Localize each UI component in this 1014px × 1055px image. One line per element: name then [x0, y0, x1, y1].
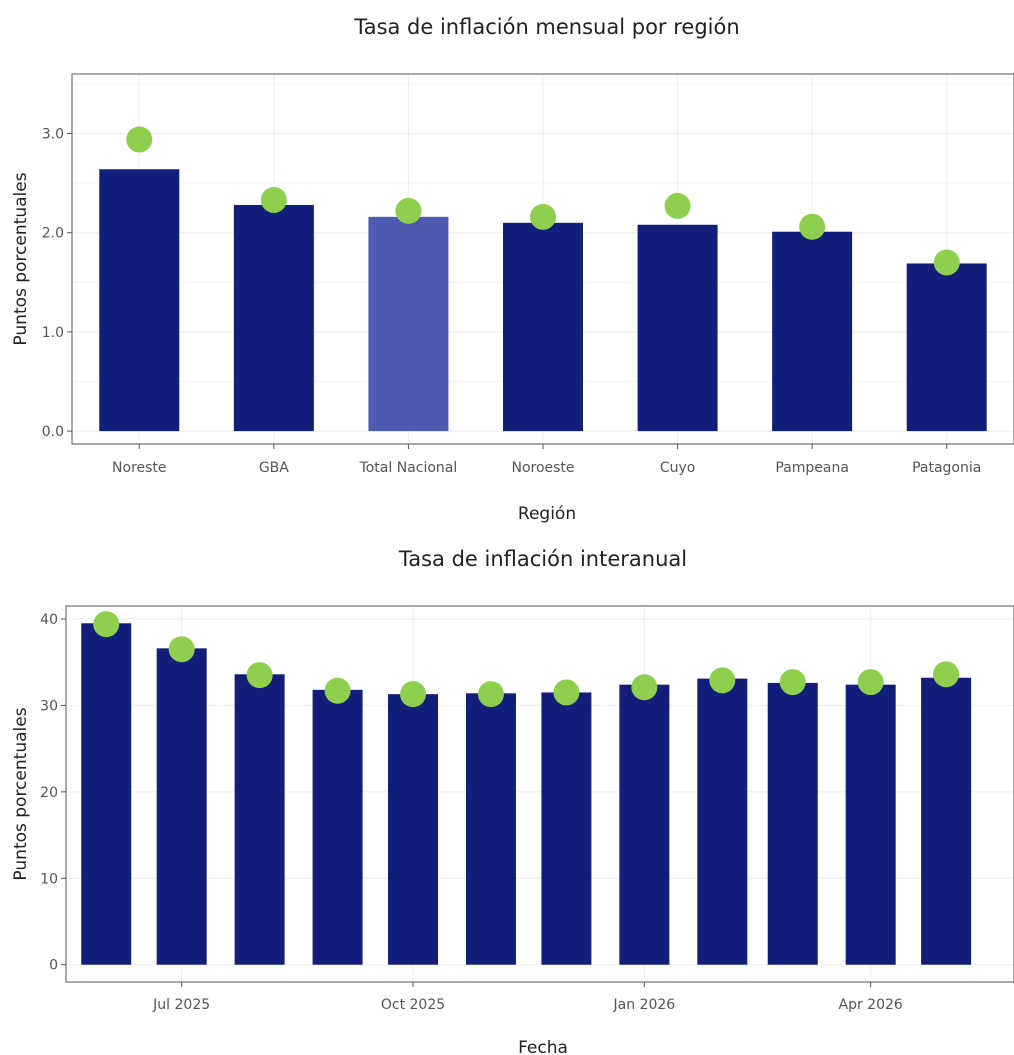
chart2-bar — [156, 648, 207, 965]
chart1-x-tick-label: GBA — [259, 460, 289, 476]
chart2-y-tick-label: 10 — [40, 871, 58, 887]
chart1-bar — [906, 263, 987, 432]
chart1-y-tick-label: 0.0 — [42, 424, 64, 440]
chart2-y-tick-label: 40 — [40, 612, 58, 628]
chart1-point — [395, 197, 422, 224]
chart2-bar — [234, 674, 285, 965]
chart2-title: Tasa de inflación interanual — [398, 547, 687, 571]
chart2-bar — [465, 693, 516, 965]
yearly-inflation-chart: Tasa de inflación interanual 0 10 20 30 40 J… — [11, 547, 1014, 1055]
chart2-point — [477, 681, 504, 708]
chart1-point — [664, 192, 691, 219]
chart2-point — [631, 674, 658, 701]
chart2-bar — [619, 684, 670, 965]
chart1-point — [530, 203, 556, 230]
chart2-point — [709, 667, 736, 694]
chart1-point — [126, 126, 153, 153]
chart1-x-tick-label: Patagonia — [912, 460, 981, 476]
monthly-inflation-chart: Tasa de inflación mensual por región 0.0… — [11, 15, 1014, 524]
chart1-title: Tasa de inflación mensual por región — [353, 15, 739, 39]
chart2-y-tick-label: 20 — [40, 785, 58, 801]
chart2-bar — [697, 678, 748, 965]
chart2-points — [93, 611, 960, 708]
chart1-x-axis-title: Región — [518, 504, 576, 524]
chart2-point — [93, 611, 120, 638]
chart2-point — [400, 681, 427, 708]
chart1-y-ticks: 0.0 1.0 2.0 3.0 — [42, 127, 72, 440]
chart2-bar — [845, 684, 896, 965]
chart1-y-tick-label: 3.0 — [42, 127, 64, 143]
chart1-x-ticks: Noreste GBA Total Nacional Noroeste Cuyo Pamp… — [112, 444, 981, 476]
chart1-x-tick-label: Noreste — [112, 460, 167, 476]
chart2-point — [779, 669, 806, 696]
chart2-bar — [541, 692, 592, 965]
chart1-bar — [368, 216, 449, 432]
chart2-point — [168, 636, 195, 663]
chart2-y-tick-label: 0 — [49, 958, 58, 974]
chart2-point — [246, 662, 273, 689]
chart2-point — [553, 679, 580, 706]
chart1-bar — [233, 204, 314, 432]
chart2-bar — [81, 623, 132, 965]
chart1-point — [933, 249, 960, 276]
chart2-point — [933, 661, 960, 688]
chart2-x-tick-label: Jan 2026 — [613, 997, 676, 1013]
chart1-bar — [503, 222, 583, 432]
chart1-x-tick-label: Noroeste — [511, 460, 574, 476]
chart1-bars — [99, 169, 987, 432]
chart2-y-ticks: 0 10 20 30 40 — [40, 612, 66, 974]
chart2-x-ticks: Jul 2025 Oct 2025 Jan 2026 Apr 2026 — [152, 982, 903, 1013]
chart1-x-tick-label: Pampeana — [775, 460, 849, 476]
chart2-x-tick-label: Oct 2025 — [381, 997, 445, 1013]
chart1-x-tick-label: Total Nacional — [359, 460, 458, 476]
chart2-bar — [767, 682, 818, 965]
chart1-y-tick-label: 2.0 — [42, 226, 64, 242]
chart2-bar — [312, 689, 363, 965]
chart1-y-tick-label: 1.0 — [42, 325, 64, 341]
chart2-y-tick-label: 30 — [40, 698, 58, 714]
chart2-point — [324, 677, 351, 704]
chart2-bar — [388, 694, 439, 965]
chart1-y-axis-title: Puntos porcentuales — [11, 172, 31, 345]
chart2-x-tick-label: Apr 2026 — [839, 997, 903, 1013]
chart1-bar — [99, 169, 180, 432]
chart2-x-tick-label: Jul 2025 — [152, 997, 210, 1013]
chart2-point — [857, 669, 884, 696]
chart1-bar — [637, 224, 718, 432]
chart1-points — [126, 126, 960, 276]
chart2-bar — [921, 677, 972, 965]
chart1-bar — [772, 231, 853, 432]
chart2-bars — [81, 623, 972, 965]
chart1-x-tick-label: Cuyo — [660, 460, 696, 476]
chart2-plot-frame — [65, 605, 1014, 983]
chart1-point — [260, 186, 287, 213]
chart2-x-axis-title: Fecha — [518, 1038, 568, 1055]
chart1-point — [799, 213, 826, 240]
chart2-y-axis-title: Puntos porcentuales — [11, 707, 31, 880]
